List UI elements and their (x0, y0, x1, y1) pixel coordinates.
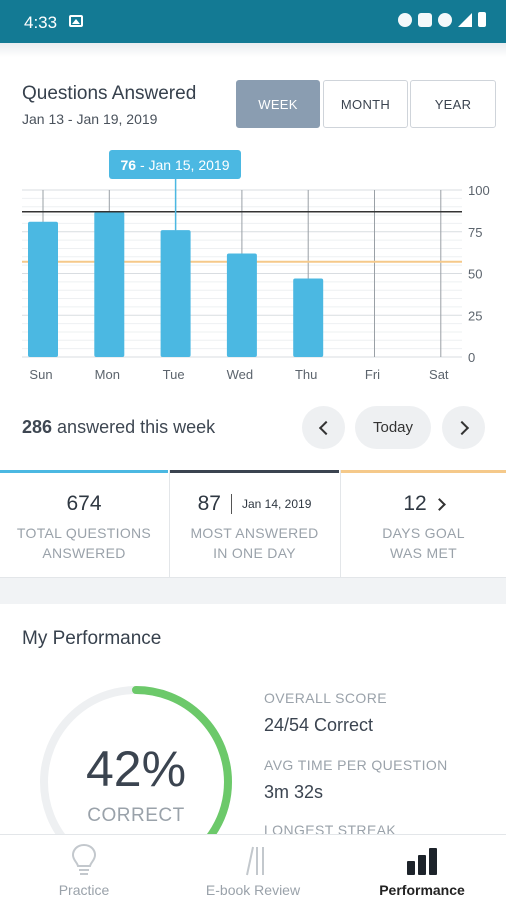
bottom-tab-bar: Practice E-book Review Performance (0, 834, 506, 900)
x-tick-label: Mon (95, 367, 120, 382)
bar-chart-icon (407, 848, 437, 875)
y-tick-label: 100 (468, 183, 490, 198)
x-tick-label: Wed (227, 367, 254, 382)
y-tick-label: 0 (468, 350, 475, 365)
days-goal-stat[interactable]: 12 DAYS GOAL WAS MET (340, 470, 506, 578)
overall-score-value: 24/54 Correct (264, 715, 374, 735)
most-answered-label: MOST ANSWERED IN ONE DAY (170, 523, 339, 563)
answered-summary: 286 answered this week (22, 417, 215, 438)
chevron-right-icon (432, 497, 446, 511)
tooltip-date: - Jan 15, 2019 (136, 157, 230, 173)
section-divider (0, 578, 506, 604)
tab-performance[interactable]: Performance (338, 835, 506, 900)
overall-score-label: OVERALL SCORE (264, 690, 387, 706)
answered-count: 286 (22, 417, 53, 437)
tooltip-value: 76 (121, 157, 137, 173)
x-tick-label: Thu (295, 367, 317, 382)
most-answered-date: Jan 14, 2019 (241, 497, 312, 511)
year-tab[interactable]: YEAR (410, 80, 496, 128)
tab-practice[interactable]: Practice (0, 835, 168, 900)
month-tab[interactable]: MONTH (323, 80, 408, 128)
y-tick-label: 25 (468, 308, 482, 323)
signal-icon (458, 12, 472, 27)
header-shadow (0, 43, 506, 57)
my-performance-title: My Performance (22, 628, 162, 649)
date-range: Jan 13 - Jan 19, 2019 (22, 111, 158, 127)
stat-accent-bar (170, 470, 339, 473)
percent-correct-label: CORRECT (87, 805, 185, 826)
lightbulb-icon (71, 843, 97, 875)
chart-bar (226, 253, 257, 357)
days-goal-label: DAYS GOAL WAS MET (341, 523, 506, 563)
x-tick-label: Fri (365, 367, 380, 382)
label-line: WAS MET (390, 545, 457, 561)
chevron-right-icon (454, 420, 469, 435)
days-goal-row: 12 (341, 492, 506, 516)
week-tab[interactable]: WEEK (236, 80, 320, 128)
chevron-left-icon (318, 420, 333, 435)
questions-bar-chart: 100 75 50 25 0 Sun Mon Tue Wed Thu Fri Sat 76 - Jan … (22, 150, 490, 382)
divider (230, 494, 232, 514)
tooltip-box (109, 150, 241, 179)
avg-time-value: 3m 32s (264, 782, 324, 802)
y-tick-label: 50 (468, 267, 482, 282)
questions-answered-title: Questions Answered (22, 83, 197, 104)
label-line: ANSWERED (42, 545, 126, 561)
avg-time-label: AVG TIME PER QUESTION (264, 757, 448, 773)
y-tick-label: 75 (468, 225, 482, 240)
previous-week-button[interactable] (302, 406, 345, 449)
mute-icon (418, 12, 432, 27)
chart-bar (160, 230, 191, 357)
most-answered-stat: 87 Jan 14, 2019 MOST ANSWERED IN ONE DAY (169, 470, 339, 578)
status-bar: 4:33 (0, 0, 506, 43)
stat-accent-bar (0, 470, 168, 473)
tab-label: Practice (58, 882, 110, 898)
tooltip-label: 76 - Jan 15, 2019 (121, 157, 230, 173)
status-icons (398, 12, 486, 27)
chart-bar (28, 221, 58, 357)
stat-accent-bar (341, 470, 506, 473)
today-button[interactable]: Today (355, 406, 431, 449)
x-tick-label: Sun (29, 367, 52, 382)
tab-label: E-book Review (205, 882, 301, 898)
battery-icon (478, 12, 486, 27)
x-tick-label: Tue (163, 367, 185, 382)
tab-ebook-review[interactable]: E-book Review (168, 835, 338, 900)
total-questions-stat: 674 TOTAL QUESTIONS ANSWERED (0, 470, 168, 578)
next-week-button[interactable] (442, 406, 485, 449)
donut-progress (40, 686, 232, 878)
alarm-icon (398, 12, 412, 27)
total-questions-value: 674 (66, 492, 102, 515)
most-answered-row: 87 Jan 14, 2019 (170, 492, 339, 516)
label-line: TOTAL QUESTIONS (16, 525, 152, 541)
status-time: 4:33 (24, 13, 58, 32)
tab-label: Performance (379, 882, 465, 898)
total-questions-label: TOTAL QUESTIONS ANSWERED (0, 523, 168, 563)
wifi-icon (438, 12, 452, 27)
label-line: MOST ANSWERED (190, 525, 319, 541)
book-icon (246, 846, 264, 876)
chart-bar (94, 211, 125, 357)
answered-text: answered this week (52, 417, 216, 437)
most-answered-value: 87 (197, 492, 221, 515)
chart-bar (293, 278, 324, 357)
days-goal-value: 12 (403, 492, 427, 515)
stats-row: 674 TOTAL QUESTIONS ANSWERED 87 Jan 14, 2… (0, 470, 506, 578)
x-tick-label: Sat (429, 367, 449, 382)
gallery-icon (69, 15, 83, 27)
label-line: IN ONE DAY (213, 545, 296, 561)
percent-correct: 42% (85, 741, 187, 797)
label-line: DAYS GOAL (382, 525, 465, 541)
